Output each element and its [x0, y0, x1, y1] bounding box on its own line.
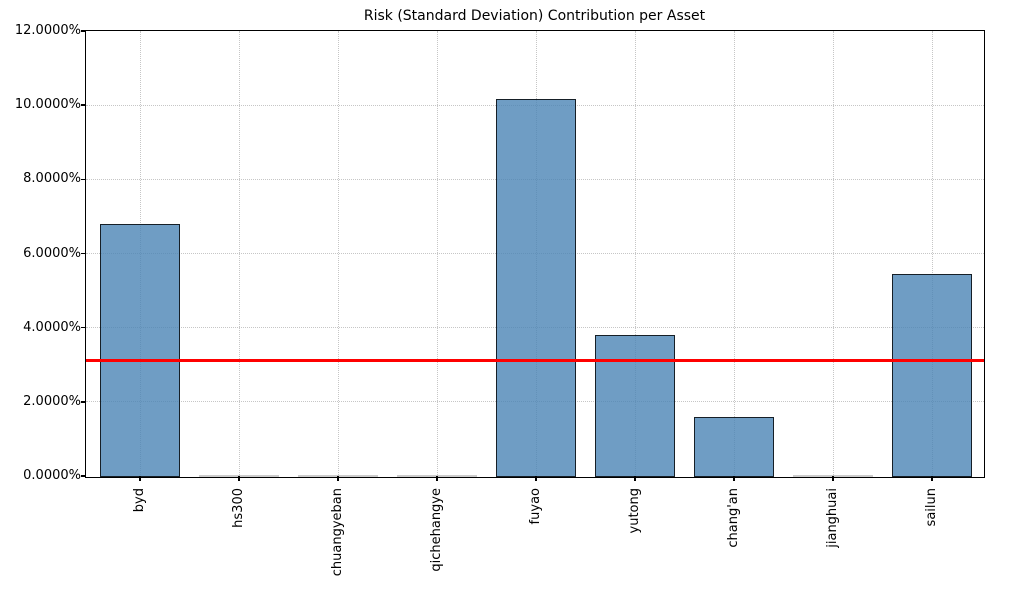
reference-line	[85, 359, 984, 363]
y-tick-label: 4.0000%	[23, 319, 81, 335]
y-tick-label: 12.0000%	[14, 23, 81, 38]
x-tick-label: yutong	[627, 488, 642, 534]
gridline-vertical	[733, 30, 735, 477]
gridline-vertical	[436, 30, 438, 477]
x-tick	[337, 476, 339, 481]
x-tick-label: hs300	[231, 488, 246, 528]
bar-yutong	[594, 334, 675, 477]
y-tick	[81, 326, 86, 329]
y-tick	[81, 178, 86, 181]
x-tick-label: chang'an	[726, 488, 741, 548]
bar-hs300	[198, 474, 279, 477]
bar-qichehangye	[396, 474, 477, 477]
gridline-vertical	[931, 30, 933, 477]
x-tick	[436, 476, 438, 481]
bar-byd	[99, 224, 180, 477]
x-tick-label: chuangyeban	[330, 488, 345, 577]
x-tick	[634, 476, 636, 481]
x-tick	[733, 476, 735, 481]
chart-title: Risk (Standard Deviation) Contribution p…	[363, 8, 706, 24]
x-tick	[139, 476, 141, 481]
gridline-vertical	[238, 30, 240, 477]
y-tick-label: 8.0000%	[23, 171, 81, 187]
x-tick-label: sailun	[924, 488, 939, 527]
bar-jianghuai	[792, 474, 873, 477]
y-tick-label: 10.0000%	[14, 97, 81, 113]
y-tick	[81, 475, 86, 477]
x-tick	[238, 476, 240, 481]
x-tick	[931, 476, 933, 481]
bar-sailun	[891, 273, 972, 477]
bar-changan	[693, 416, 774, 477]
gridline-vertical	[832, 30, 834, 477]
y-tick	[81, 252, 86, 255]
bar-chuangyeban	[297, 474, 378, 477]
y-tick-label: 6.0000%	[23, 245, 81, 261]
bar-fuyao	[495, 98, 576, 477]
plot-area	[84, 29, 985, 478]
y-tick-label: 2.0000%	[23, 393, 81, 409]
x-tick	[535, 476, 537, 481]
x-tick-label: fuyao	[528, 488, 543, 525]
y-tick	[81, 104, 86, 106]
gridline-vertical	[634, 30, 636, 477]
y-tick-label: 0.0000%	[23, 468, 81, 483]
y-tick	[81, 30, 86, 32]
x-tick-label: jianghuai	[825, 488, 840, 548]
x-tick	[832, 476, 834, 481]
x-tick-label: byd	[132, 488, 147, 513]
y-tick	[81, 401, 86, 403]
gridline-vertical	[337, 30, 339, 477]
x-tick-label: qichehangye	[429, 488, 444, 572]
